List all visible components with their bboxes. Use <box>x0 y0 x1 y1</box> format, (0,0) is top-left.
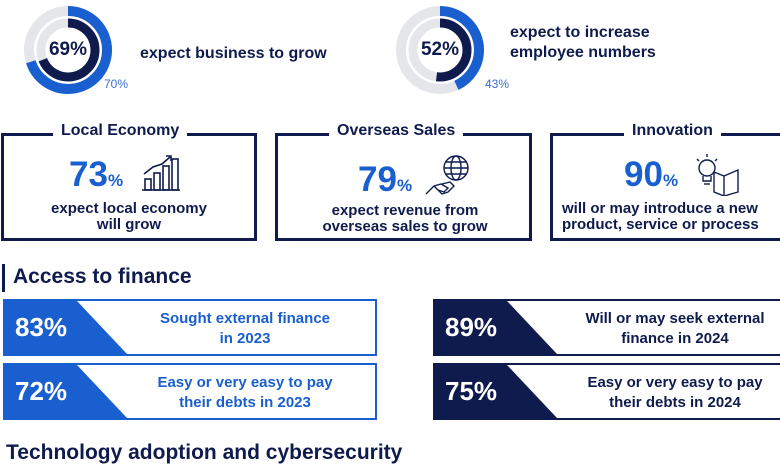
desc-line1: will or may introduce a new <box>562 200 758 217</box>
employee-growth-donut-chart <box>396 6 484 94</box>
finance-section-title: Access to finance <box>13 265 192 288</box>
finance-stat-sought-2023: 83% Sought external finance in 2023 <box>3 299 377 356</box>
local-economy-desc: expect local economy will grow <box>24 201 234 233</box>
value-number: 73 <box>69 155 108 194</box>
stat-description: expect to increase employee numbers <box>510 23 656 63</box>
donut-previous-value: 43% <box>485 77 510 91</box>
value-unit: % <box>396 176 413 195</box>
employee-growth-donut: 52% <box>395 5 485 95</box>
finance-stat-debts-2024: 75% Easy or very easy to pay their debts… <box>433 363 780 420</box>
business-growth-donut: 69% <box>23 5 113 95</box>
donut-current-arc <box>36 18 100 82</box>
desc-line2: product, service or process <box>562 216 759 233</box>
lightbulb-book-icon <box>696 154 739 196</box>
overseas-sales-value: 79% <box>358 160 412 200</box>
stat-description-line2: employee numbers <box>510 44 656 61</box>
local-economy-value: 73% <box>69 155 123 195</box>
finance-stat-text: Will or may seek external finance in 202… <box>555 309 780 349</box>
globe-handshake-icon <box>425 155 469 195</box>
donut-value: 52% <box>420 39 460 60</box>
desc-line2: will grow <box>96 216 162 233</box>
finance-stat-seek-2024: 89% Will or may seek external finance in… <box>433 299 780 356</box>
donut-current-arc <box>408 18 472 82</box>
finance-stat-line1: Easy or very easy to pay <box>157 374 333 391</box>
value-unit: % <box>107 171 124 190</box>
finance-stat-line1: Sought external finance <box>159 310 331 327</box>
tech-section-title: Technology adoption and cybersecurity <box>6 441 403 464</box>
stat-description: expect business to grow <box>140 45 327 62</box>
finance-stat-line2: their debts in 2024 <box>609 394 741 411</box>
value-unit: % <box>662 171 679 190</box>
value-number: 79 <box>358 160 397 199</box>
finance-stat-line1: Easy or very easy to pay <box>587 374 763 391</box>
finance-stat-line2: in 2023 <box>219 330 271 347</box>
innovation-title: Innovation <box>624 122 721 140</box>
donut-value: 69% <box>48 39 88 60</box>
business-growth-donut-chart <box>24 6 112 94</box>
finance-stat-banner <box>435 365 557 418</box>
finance-stat-value: 89% <box>445 312 498 342</box>
desc-line1: expect revenue from <box>331 202 479 219</box>
finance-stat-line2: their debts in 2023 <box>179 394 311 411</box>
finance-stat-text: Easy or very easy to pay their debts in … <box>130 373 360 413</box>
desc-line1: expect local economy <box>51 200 207 217</box>
finance-stat-banner <box>5 301 127 354</box>
finance-stat-value: 75% <box>445 376 498 406</box>
finance-stat-banner <box>5 365 127 418</box>
finance-stat-value: 83% <box>15 312 68 342</box>
finance-stat-debts-2023: 72% Easy or very easy to pay their debts… <box>3 363 377 420</box>
desc-line2: overseas sales to grow <box>322 218 488 235</box>
stat-description-line1: expect to increase <box>510 24 650 41</box>
overseas-sales-desc: expect revenue from overseas sales to gr… <box>295 203 515 235</box>
finance-stat-line2: finance in 2024 <box>621 330 729 347</box>
innovation-value: 90% <box>624 155 678 195</box>
value-number: 90 <box>624 155 663 194</box>
finance-stat-text: Sought external finance in 2023 <box>130 309 360 349</box>
finance-stat-text: Easy or very easy to pay their debts in … <box>555 373 780 413</box>
overseas-sales-title: Overseas Sales <box>329 122 464 140</box>
donut-previous-arc <box>396 6 484 94</box>
finance-stat-line1: Will or may seek external <box>585 310 765 327</box>
finance-stat-value: 72% <box>15 376 68 406</box>
section-marker <box>2 264 5 292</box>
local-economy-title: Local Economy <box>53 122 188 140</box>
donut-previous-arc <box>24 6 112 94</box>
donut-previous-value: 70% <box>104 77 129 91</box>
innovation-desc: will or may introduce a new product, ser… <box>562 201 780 233</box>
bar-chart-growth-icon <box>142 155 180 191</box>
finance-stat-banner <box>435 301 557 354</box>
